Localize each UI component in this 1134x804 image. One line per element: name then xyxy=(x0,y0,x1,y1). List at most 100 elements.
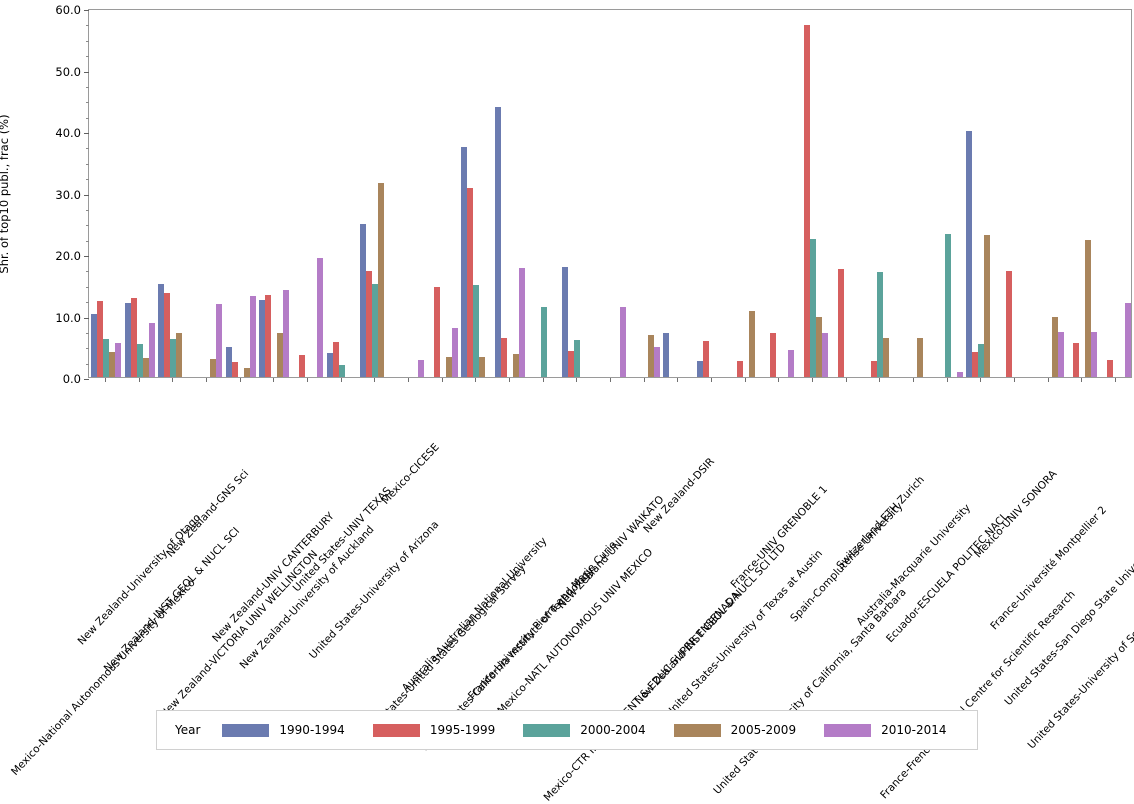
bar xyxy=(500,338,507,377)
bar xyxy=(366,271,373,377)
bar xyxy=(265,295,272,377)
bar xyxy=(332,341,339,377)
x-tick-mark xyxy=(610,378,611,382)
bar xyxy=(697,361,704,377)
y-tick-mark xyxy=(84,379,89,380)
bar xyxy=(176,333,183,377)
x-tick-label: New Zealand-VICTORIA UNIV WELLINGTON xyxy=(157,548,320,721)
x-tick-mark xyxy=(374,378,376,382)
bar xyxy=(788,349,795,377)
bar xyxy=(164,292,171,377)
y-minor-tick-mark xyxy=(86,179,89,181)
y-tick-label: 0.0 xyxy=(62,372,81,386)
bar xyxy=(215,304,222,377)
bar xyxy=(877,272,884,377)
x-tick-mark xyxy=(845,378,847,382)
y-tick-mark xyxy=(84,194,89,196)
bar xyxy=(170,338,177,377)
legend-item[interactable]: 2010-2014 xyxy=(824,723,947,737)
bar xyxy=(124,303,131,377)
bar xyxy=(114,342,121,377)
legend-title: Year xyxy=(175,723,201,737)
bar xyxy=(956,372,963,377)
bar xyxy=(451,328,458,377)
y-minor-tick-mark xyxy=(86,86,89,88)
x-tick-mark xyxy=(677,378,679,382)
bar xyxy=(130,298,137,377)
legend-label: 1995-1999 xyxy=(429,723,496,737)
bar xyxy=(102,338,109,377)
bar xyxy=(540,306,547,377)
x-tick-mark xyxy=(407,378,409,382)
bar xyxy=(816,317,823,377)
y-minor-tick-mark xyxy=(86,271,89,273)
x-tick-label: Australia-Australian National University xyxy=(400,535,550,695)
legend-item[interactable]: 2000-2004 xyxy=(523,723,646,737)
bar xyxy=(568,350,575,377)
x-tick-mark xyxy=(104,378,106,382)
x-tick-mark xyxy=(879,378,881,382)
bar xyxy=(1091,331,1098,377)
y-minor-tick-mark xyxy=(86,332,89,334)
y-minor-tick-mark xyxy=(86,286,89,288)
x-tick-mark xyxy=(441,378,443,382)
y-tick-label: 10.0 xyxy=(55,310,81,325)
bar xyxy=(917,337,924,377)
y-minor-tick-mark xyxy=(86,348,89,350)
bar xyxy=(871,361,878,377)
bar xyxy=(433,287,440,377)
bar xyxy=(417,360,424,377)
x-tick-mark xyxy=(744,378,746,382)
bar xyxy=(822,333,829,377)
bar xyxy=(770,332,777,377)
bar xyxy=(736,361,743,377)
bar xyxy=(653,347,660,377)
x-tick-label: New Zealand-INST GEOL & NUCL SCI LTD xyxy=(632,541,789,708)
bar xyxy=(445,357,452,377)
y-minor-tick-mark xyxy=(86,225,89,227)
legend-item[interactable]: 2005-2009 xyxy=(673,723,796,737)
legend-item[interactable]: 1990-1994 xyxy=(222,723,345,737)
x-tick-mark xyxy=(778,378,780,382)
bar xyxy=(1006,271,1013,377)
x-tick-mark xyxy=(138,378,140,382)
y-minor-tick-mark xyxy=(86,56,89,58)
bar xyxy=(231,361,238,377)
x-tick-label: New Zealand-DSIR xyxy=(641,455,718,536)
y-tick-mark xyxy=(84,10,89,11)
x-tick-mark xyxy=(340,378,342,382)
plot-area: 0.0 10.0 20.0 30.0 40.0 50.0 60.0 xyxy=(55,3,1132,386)
y-minor-tick-mark xyxy=(86,209,89,211)
bar xyxy=(810,239,817,377)
x-tick-mark xyxy=(1014,378,1016,382)
legend-label: 1990-1994 xyxy=(279,723,345,737)
y-minor-tick-mark xyxy=(86,240,89,242)
bar xyxy=(283,289,290,377)
bar xyxy=(243,367,250,377)
bar xyxy=(259,299,266,377)
x-tick-mark xyxy=(980,378,982,382)
y-tick-label: 40.0 xyxy=(55,126,81,140)
x-tick-mark xyxy=(711,378,713,382)
bar xyxy=(966,131,973,377)
legend-items: 1990-1994 1995-1999 2000-2004 2005-2009 2010… xyxy=(222,723,974,737)
bar xyxy=(494,107,501,377)
y-tick-label: 30.0 xyxy=(55,187,81,202)
bar xyxy=(978,344,985,377)
legend: Year 1990-1994 1995-1999 2000-2004 2005-200… xyxy=(156,710,978,750)
legend-color-swatch xyxy=(222,723,270,737)
bar xyxy=(338,364,345,377)
legend-item[interactable]: 1995-1999 xyxy=(372,723,496,737)
bar xyxy=(225,346,232,377)
y-tick-label: 50.0 xyxy=(55,64,81,79)
legend-label: 2010-2014 xyxy=(881,723,947,737)
bar xyxy=(972,352,979,377)
bar xyxy=(378,182,385,377)
bar xyxy=(298,355,305,377)
x-tick-mark xyxy=(946,378,948,382)
y-minor-tick-mark xyxy=(86,25,89,27)
x-tick-mark xyxy=(273,378,275,382)
bar xyxy=(748,310,755,377)
bar xyxy=(209,358,216,377)
bar xyxy=(148,322,155,377)
